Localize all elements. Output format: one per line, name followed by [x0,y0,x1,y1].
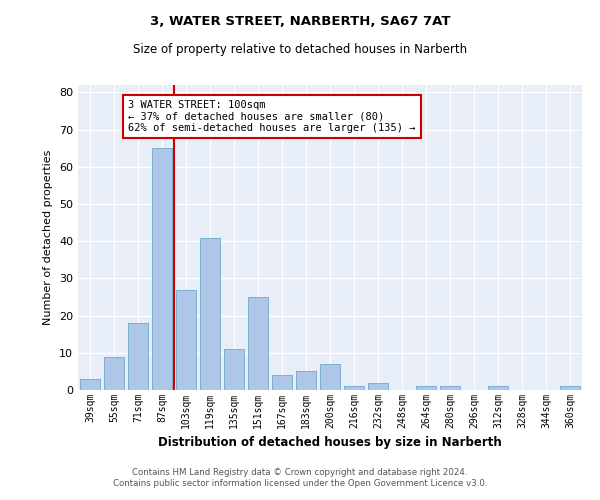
Bar [416,386,436,390]
Bar [224,349,244,390]
Bar [200,238,220,390]
Bar [368,382,388,390]
Bar [560,386,580,390]
Bar [248,297,268,390]
Text: Size of property relative to detached houses in Narberth: Size of property relative to detached ho… [133,42,467,56]
Text: 3 WATER STREET: 100sqm
← 37% of detached houses are smaller (80)
62% of semi-det: 3 WATER STREET: 100sqm ← 37% of detached… [128,100,416,133]
Bar [488,386,508,390]
Bar [272,375,292,390]
Text: Contains HM Land Registry data © Crown copyright and database right 2024.
Contai: Contains HM Land Registry data © Crown c… [113,468,487,487]
X-axis label: Distribution of detached houses by size in Narberth: Distribution of detached houses by size … [158,436,502,450]
Bar [320,364,340,390]
Bar [128,323,148,390]
Bar [152,148,172,390]
Bar [440,386,460,390]
Bar [296,372,316,390]
Text: 3, WATER STREET, NARBERTH, SA67 7AT: 3, WATER STREET, NARBERTH, SA67 7AT [150,15,450,28]
Bar [104,356,124,390]
Bar [176,290,196,390]
Bar [80,379,100,390]
Y-axis label: Number of detached properties: Number of detached properties [43,150,53,325]
Bar [344,386,364,390]
